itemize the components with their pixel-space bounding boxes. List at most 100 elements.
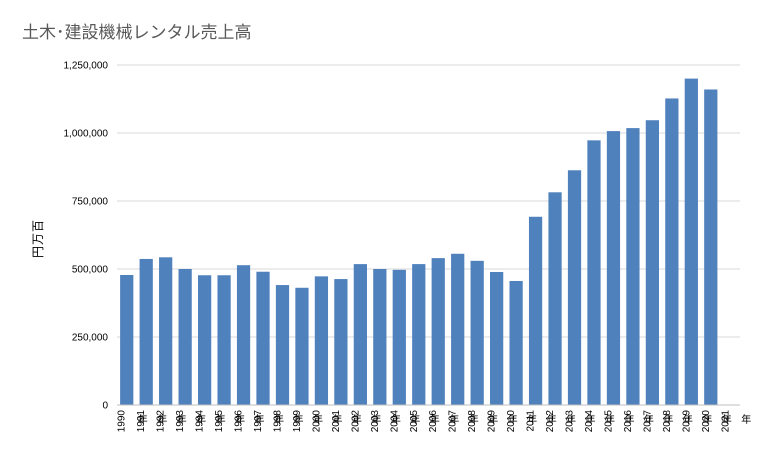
x-tick-year: 1993 bbox=[175, 410, 186, 433]
x-tick-suffix: 年 bbox=[547, 413, 557, 426]
x-tick-suffix: 年 bbox=[138, 413, 148, 426]
x-tick-year: 1997 bbox=[253, 410, 264, 433]
x-tick-year: 2000 bbox=[311, 410, 322, 433]
x-tick-year: 1996 bbox=[234, 410, 245, 433]
x-tick-label: 2014 年 bbox=[584, 410, 615, 433]
bar bbox=[490, 271, 504, 405]
x-tick-suffix: 年 bbox=[644, 413, 654, 426]
x-tick-suffix: 年 bbox=[469, 413, 479, 426]
y-tick-label: 1,000,000 bbox=[64, 129, 109, 140]
y-label-char: 円 bbox=[31, 246, 45, 258]
x-tick-year: 2002 bbox=[350, 410, 361, 433]
bar bbox=[528, 216, 543, 405]
x-tick-label: 2018 年 bbox=[662, 410, 693, 433]
x-tick-label: 2016 年 bbox=[623, 410, 654, 433]
x-tick-suffix: 年 bbox=[332, 413, 342, 426]
x-tick-label: 2019 年 bbox=[681, 410, 712, 433]
x-tick-suffix: 年 bbox=[741, 413, 751, 426]
x-tick-label: 2012 年 bbox=[545, 410, 576, 433]
x-tick-suffix: 年 bbox=[605, 413, 615, 426]
bar bbox=[314, 276, 329, 405]
x-tick-year: 2008 bbox=[467, 410, 478, 433]
bar bbox=[665, 98, 679, 406]
x-tick-suffix: 年 bbox=[391, 413, 401, 426]
bar bbox=[645, 120, 660, 405]
bar bbox=[295, 287, 309, 405]
x-tick-suffix: 年 bbox=[624, 413, 634, 426]
x-tick-label: 2017 年 bbox=[642, 410, 673, 433]
bar bbox=[353, 264, 367, 405]
x-tick-year: 1990 bbox=[117, 410, 128, 433]
x-tick-year: 2017 bbox=[642, 410, 653, 433]
x-tick-suffix: 年 bbox=[293, 413, 303, 426]
x-tick-label: 2002 年 bbox=[350, 410, 381, 433]
y-tick-label: 500,000 bbox=[72, 265, 109, 276]
x-tick-suffix: 年 bbox=[371, 413, 381, 426]
bar bbox=[197, 275, 212, 405]
x-tick-year: 1991 bbox=[136, 410, 147, 433]
x-tick-suffix: 年 bbox=[235, 413, 245, 426]
x-tick-label: 1993 年 bbox=[175, 410, 206, 433]
x-tick-label: 1997 年 bbox=[253, 410, 284, 433]
x-tick-label: 2008 年 bbox=[467, 410, 498, 433]
x-tick-label: 1996 年 bbox=[234, 410, 265, 433]
x-tick-label: 2015 年 bbox=[603, 410, 634, 433]
x-tick-label: 2004 年 bbox=[389, 410, 420, 433]
bar bbox=[606, 131, 621, 405]
x-tick-label: 2006 年 bbox=[428, 410, 459, 433]
y-label-char: 万 bbox=[31, 233, 45, 245]
x-tick-year: 2003 bbox=[370, 410, 381, 433]
bar bbox=[392, 269, 406, 405]
y-tick-label: 750,000 bbox=[72, 197, 109, 208]
x-tick-label: 1992 年 bbox=[156, 410, 187, 433]
x-tick-suffix: 年 bbox=[216, 413, 226, 426]
x-tick-suffix: 年 bbox=[527, 413, 537, 426]
bar bbox=[139, 258, 153, 405]
x-tick-year: 2015 bbox=[603, 410, 614, 433]
bar bbox=[159, 257, 173, 405]
x-tick-label: 2020 年 bbox=[701, 410, 732, 433]
bar bbox=[373, 269, 387, 405]
x-tick-year: 2012 bbox=[545, 410, 556, 433]
x-tick-suffix: 年 bbox=[566, 413, 576, 426]
x-tick-year: 2021 bbox=[720, 410, 731, 433]
x-tick-suffix: 年 bbox=[488, 413, 498, 426]
bar bbox=[217, 275, 231, 405]
x-tick-year: 2020 bbox=[701, 410, 712, 433]
x-tick-suffix: 年 bbox=[177, 413, 187, 426]
x-tick-label: 2003 年 bbox=[370, 410, 401, 433]
bar bbox=[626, 128, 640, 405]
bar bbox=[178, 269, 192, 405]
bar bbox=[684, 78, 698, 405]
x-tick-suffix: 年 bbox=[586, 413, 596, 426]
x-tick-label: 1994 年 bbox=[195, 410, 226, 433]
x-tick-year: 2019 bbox=[681, 410, 692, 433]
x-tick-label: 2021 年 bbox=[720, 410, 751, 433]
bar bbox=[431, 258, 445, 405]
x-tick-year: 1998 bbox=[272, 410, 283, 433]
x-tick-year: 2005 bbox=[409, 410, 420, 433]
x-tick-suffix: 年 bbox=[508, 413, 518, 426]
bar bbox=[412, 264, 426, 405]
x-tick-label: 2010 年 bbox=[506, 410, 537, 433]
bar bbox=[120, 274, 134, 405]
bar bbox=[236, 265, 251, 405]
x-tick-year: 1995 bbox=[214, 410, 225, 433]
x-tick-year: 1999 bbox=[292, 410, 303, 433]
x-tick-year: 2016 bbox=[623, 410, 634, 433]
y-tick-label: 1,250,000 bbox=[64, 61, 109, 72]
x-tick-suffix: 年 bbox=[430, 413, 440, 426]
bar bbox=[704, 89, 718, 405]
x-tick-year: 2010 bbox=[506, 410, 517, 433]
x-tick-label: 2001 年 bbox=[331, 410, 362, 433]
x-tick-suffix: 年 bbox=[157, 413, 167, 426]
x-tick-label: 1999 年 bbox=[292, 410, 323, 433]
bar bbox=[451, 253, 465, 405]
bar bbox=[587, 140, 601, 405]
bar bbox=[256, 271, 270, 405]
x-tick-suffix: 年 bbox=[449, 413, 459, 426]
x-tick-label: 1991 年 bbox=[136, 410, 167, 433]
x-tick-suffix: 年 bbox=[410, 413, 420, 426]
